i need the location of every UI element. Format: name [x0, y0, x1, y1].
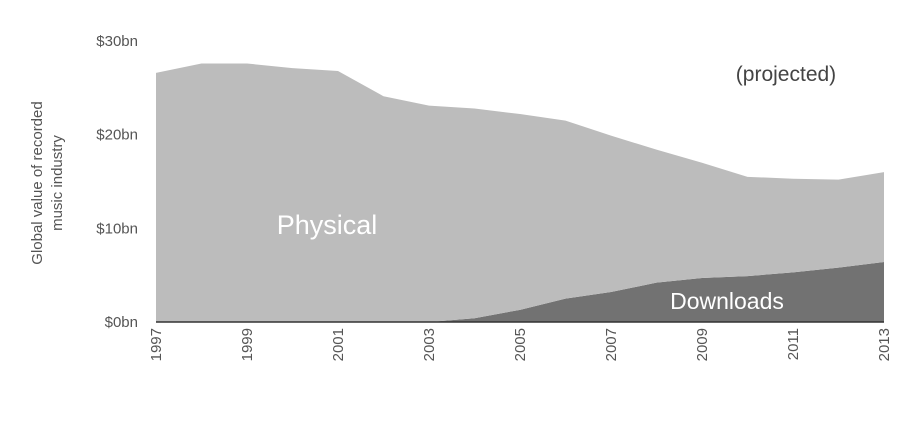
x-tick-label: 2013	[876, 328, 893, 361]
y-axis-label: Global value of recorded music industry	[29, 101, 66, 264]
y-tick-label: $30bn	[96, 33, 138, 50]
annotation: (projected)	[736, 63, 836, 86]
x-tick-label: 1999	[239, 328, 256, 361]
area	[156, 262, 884, 322]
y-tick-label: $10bn	[96, 220, 138, 237]
x-tick-label: 2011	[785, 328, 802, 360]
y-tick-label: $0bn	[105, 314, 138, 331]
y-axis-label-line: Global value of recorded	[29, 101, 46, 264]
series-label: Physical	[277, 210, 378, 240]
x-tick-label: 2009	[694, 328, 711, 361]
series-label: Downloads	[670, 288, 784, 314]
area	[156, 63, 884, 322]
x-tick-label: 2003	[421, 328, 438, 361]
y-tick-label: $20bn	[96, 127, 138, 144]
y-axis-label-line: music industry	[49, 135, 66, 231]
x-tick-label: 1997	[148, 328, 165, 361]
x-tick-label: 2007	[603, 328, 620, 361]
x-tick-label: 2005	[512, 328, 529, 361]
x-tick-label: 2001	[330, 328, 347, 361]
